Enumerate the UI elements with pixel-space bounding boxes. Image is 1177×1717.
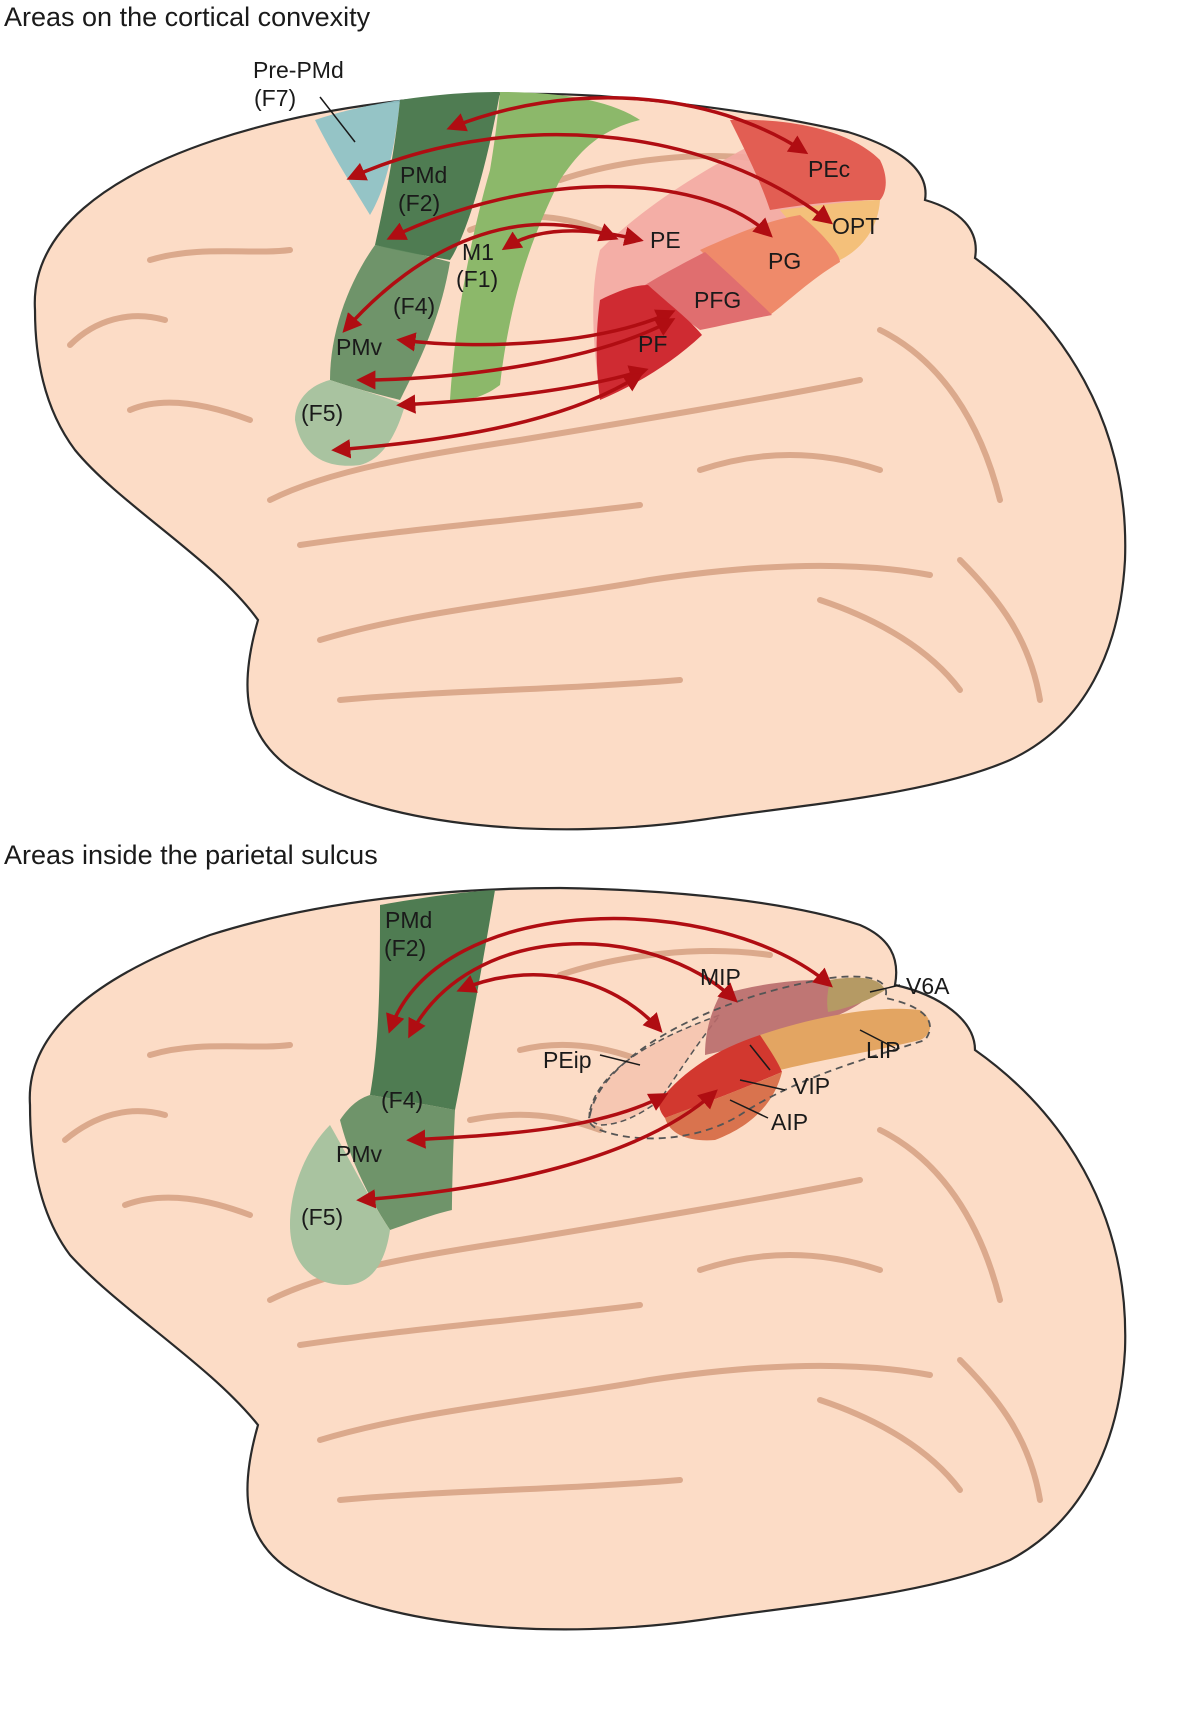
area-f5-bottom — [290, 1125, 390, 1285]
arrow-f5b-pf — [331, 372, 644, 459]
label-mip: MIP — [700, 964, 741, 990]
label-pmd-bottom: PMd — [385, 907, 432, 933]
label-lip: LIP — [866, 1037, 901, 1063]
label-pmv-bottom: PMv — [336, 1141, 383, 1167]
label-f7: (F7) — [254, 85, 296, 111]
leader-pre-pmd — [319, 96, 356, 143]
leader-vip — [739, 1079, 786, 1091]
label-pfg: PFG — [694, 287, 741, 313]
arrow-peip-pmd — [456, 973, 663, 1033]
arrow-f5-aip — [356, 1089, 718, 1209]
top-panel-title: Areas on the cortical convexity — [4, 2, 371, 32]
label-f5-bottom: (F5) — [301, 1204, 343, 1230]
label-pmd-top: PMd — [400, 162, 447, 188]
label-f4-top: (F4) — [393, 293, 435, 319]
label-v6a: V6A — [906, 973, 950, 999]
leader-mip — [749, 1044, 771, 1071]
label-f5-top: (F5) — [301, 400, 343, 426]
top-arrows — [331, 96, 834, 459]
bottom-brain-outline — [28, 886, 1127, 1631]
label-pg: PG — [768, 248, 801, 274]
leader-peip — [599, 1054, 641, 1066]
label-pe: PE — [650, 227, 681, 253]
label-vip: VIP — [793, 1073, 830, 1099]
arrow-pre-pmd-opt — [346, 132, 834, 225]
label-f4-bottom: (F4) — [381, 1087, 423, 1113]
label-f2-top: (F2) — [398, 190, 440, 216]
arrow-pmd-mip — [408, 942, 738, 1039]
arrow-m1-pe — [501, 227, 644, 251]
top-brain-outline — [33, 92, 1127, 831]
bottom-brain: PMd (F2) (F4) PMv (F5) MIP V6A LIP PEip … — [28, 886, 1127, 1631]
leader-v6a — [869, 984, 901, 993]
bottom-arrows — [356, 916, 833, 1209]
label-opt: OPT — [832, 213, 879, 239]
arrow-pmd-pec — [446, 96, 809, 155]
area-v6a — [827, 977, 885, 1012]
label-pec: PEc — [808, 156, 850, 182]
label-aip: AIP — [771, 1109, 808, 1135]
label-pre-pmd: Pre-PMd — [253, 57, 344, 83]
arrow-pmd-pg — [386, 184, 773, 240]
leader-lip — [859, 1029, 896, 1049]
bottom-leaders — [599, 984, 901, 1119]
arrow-pmd-v6a — [386, 916, 833, 1034]
label-pf: PF — [638, 331, 667, 357]
area-pg — [700, 215, 840, 315]
top-brain: Pre-PMd (F7) PMd (F2) M1 (F1) (F4) PMv (… — [33, 57, 1127, 831]
label-peip: PEip — [543, 1047, 592, 1073]
label-f2-bottom: (F2) — [384, 935, 426, 961]
leader-aip — [729, 1099, 769, 1119]
label-f1: (F1) — [456, 266, 498, 292]
bottom-panel-title: Areas inside the parietal sulcus — [4, 840, 378, 870]
label-pmv-top: PMv — [336, 334, 383, 360]
label-m1: M1 — [462, 239, 494, 265]
